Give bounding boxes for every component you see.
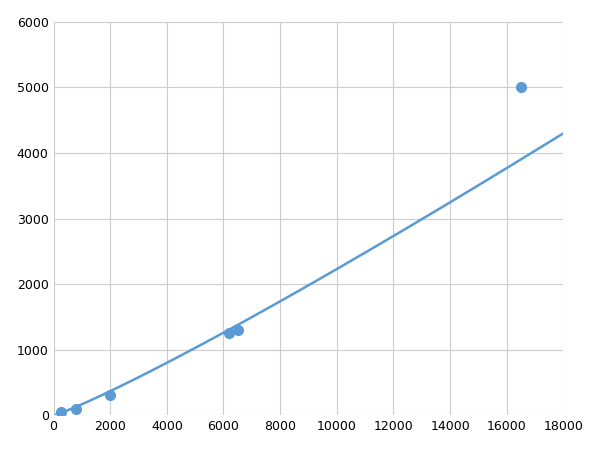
Point	[516, 84, 526, 91]
Point	[71, 405, 81, 413]
Point	[224, 330, 234, 337]
Point	[233, 327, 242, 334]
Point	[56, 409, 65, 416]
Point	[106, 392, 115, 399]
